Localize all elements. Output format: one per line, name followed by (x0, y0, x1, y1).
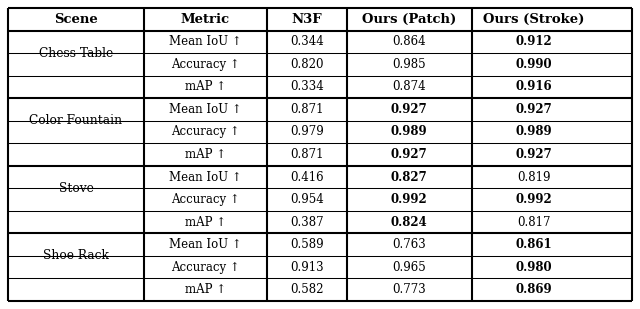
Text: 0.979: 0.979 (290, 125, 324, 138)
Text: 0.817: 0.817 (517, 216, 551, 229)
Text: 0.589: 0.589 (290, 238, 324, 251)
Text: 0.990: 0.990 (516, 58, 552, 71)
Text: 0.989: 0.989 (391, 125, 428, 138)
Text: 0.992: 0.992 (391, 193, 428, 206)
Text: 0.861: 0.861 (516, 238, 552, 251)
Text: Mean IoU ↑: Mean IoU ↑ (169, 35, 242, 48)
Text: 0.871: 0.871 (290, 148, 324, 161)
Text: mAP ↑: mAP ↑ (185, 80, 226, 93)
Text: 0.387: 0.387 (290, 216, 324, 229)
Text: 0.989: 0.989 (516, 125, 552, 138)
Text: 0.927: 0.927 (391, 148, 428, 161)
Text: 0.763: 0.763 (392, 238, 426, 251)
Text: mAP ↑: mAP ↑ (185, 148, 226, 161)
Text: Shoe Rack: Shoe Rack (43, 249, 109, 262)
Text: 0.985: 0.985 (392, 58, 426, 71)
Text: 0.871: 0.871 (290, 103, 324, 116)
Text: 0.824: 0.824 (391, 216, 428, 229)
Text: Accuracy ↑: Accuracy ↑ (171, 193, 240, 206)
Text: 0.582: 0.582 (290, 283, 324, 296)
Text: Ours (Stroke): Ours (Stroke) (483, 13, 585, 26)
Text: 0.980: 0.980 (516, 261, 552, 274)
Text: Accuracy ↑: Accuracy ↑ (171, 58, 240, 71)
Text: mAP ↑: mAP ↑ (185, 283, 226, 296)
Text: 0.927: 0.927 (516, 103, 552, 116)
Text: 0.916: 0.916 (516, 80, 552, 93)
Text: 0.416: 0.416 (290, 171, 324, 184)
Text: 0.334: 0.334 (290, 80, 324, 93)
Text: 0.965: 0.965 (392, 261, 426, 274)
Text: 0.869: 0.869 (516, 283, 552, 296)
Text: 0.344: 0.344 (290, 35, 324, 48)
Text: mAP ↑: mAP ↑ (185, 216, 226, 229)
Text: Chess Table: Chess Table (39, 47, 113, 60)
Text: 0.773: 0.773 (392, 283, 426, 296)
Text: 0.927: 0.927 (516, 148, 552, 161)
Text: Color Fountain: Color Fountain (29, 114, 123, 127)
Text: Mean IoU ↑: Mean IoU ↑ (169, 171, 242, 184)
Text: Scene: Scene (54, 13, 98, 26)
Text: 0.819: 0.819 (517, 171, 551, 184)
Text: N3F: N3F (292, 13, 322, 26)
Text: 0.927: 0.927 (391, 103, 428, 116)
Text: 0.913: 0.913 (290, 261, 324, 274)
Text: Accuracy ↑: Accuracy ↑ (171, 125, 240, 138)
Text: 0.827: 0.827 (391, 171, 428, 184)
Text: Mean IoU ↑: Mean IoU ↑ (169, 103, 242, 116)
Text: 0.864: 0.864 (392, 35, 426, 48)
Text: 0.820: 0.820 (290, 58, 324, 71)
Text: 0.912: 0.912 (516, 35, 552, 48)
Text: Metric: Metric (181, 13, 230, 26)
Text: 0.992: 0.992 (516, 193, 552, 206)
Text: Mean IoU ↑: Mean IoU ↑ (169, 238, 242, 251)
Text: Ours (Patch): Ours (Patch) (362, 13, 456, 26)
Text: Accuracy ↑: Accuracy ↑ (171, 261, 240, 274)
Text: Stove: Stove (59, 182, 93, 195)
Text: 0.954: 0.954 (290, 193, 324, 206)
Text: 0.874: 0.874 (392, 80, 426, 93)
